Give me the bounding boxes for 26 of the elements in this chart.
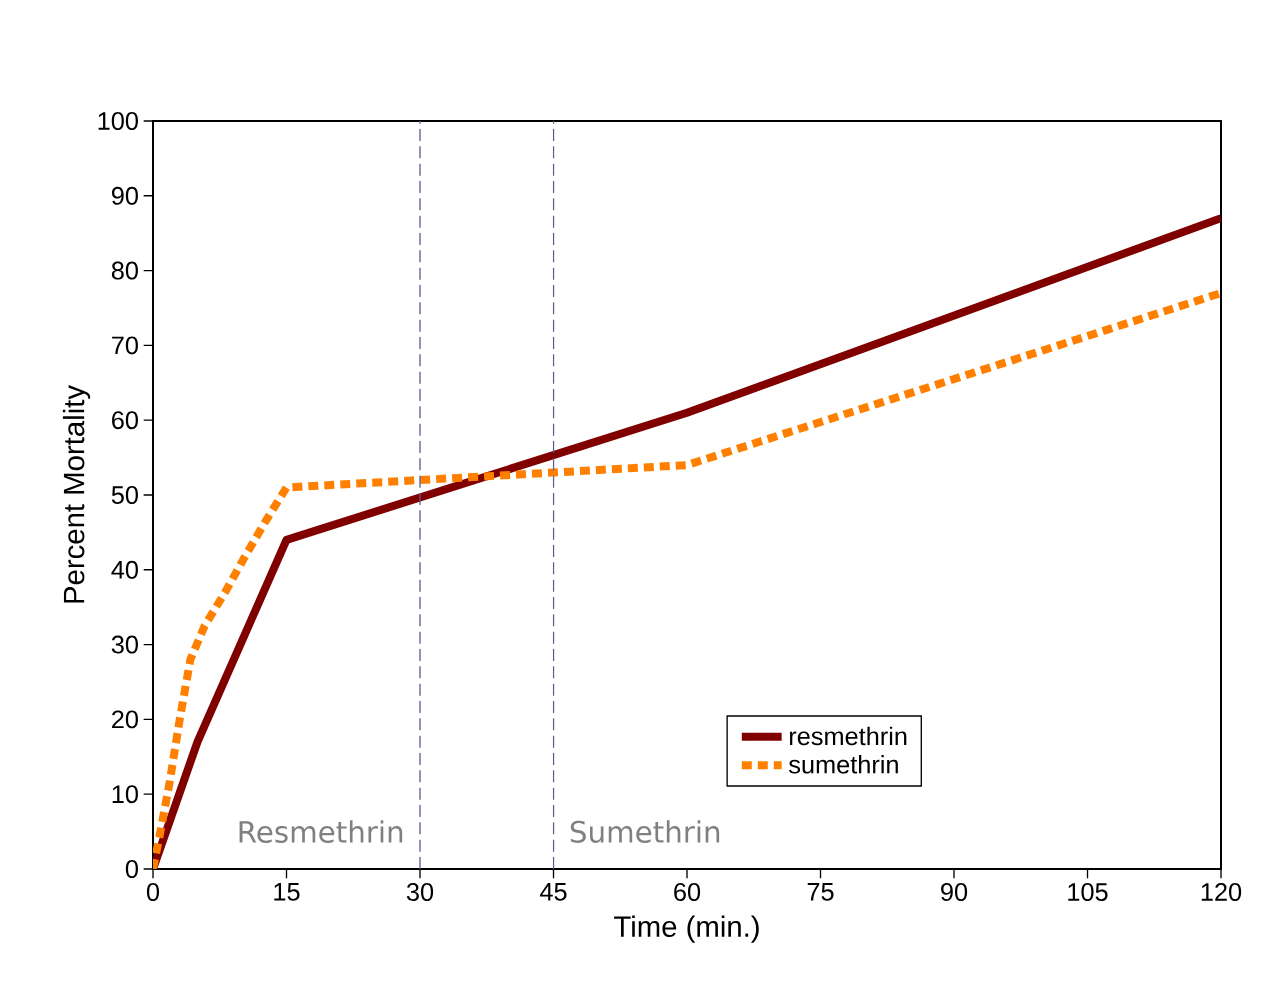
x-tick-label: 120	[1201, 883, 1242, 901]
legend-label: sumethrin	[789, 755, 898, 774]
x-tick-label: 90	[941, 883, 968, 901]
y-tick-label: 40	[111, 560, 138, 579]
legend-label: resmethrin	[789, 726, 907, 746]
y-tick-label: 0	[125, 860, 138, 878]
x-tick-label: 0	[146, 883, 160, 901]
x-tick-label: 105	[1068, 883, 1108, 901]
x-tick-label: 30	[406, 883, 434, 901]
y-tick-label: 60	[112, 411, 138, 430]
y-tick-label: 70	[112, 336, 138, 355]
y-tick-label: 80	[111, 261, 138, 280]
ref-line-label: Sumethrin	[570, 820, 720, 843]
x-tick-label: 75	[807, 883, 834, 901]
y-tick-label: 30	[111, 635, 138, 654]
x-tick-label: 45	[540, 883, 567, 901]
y-tick-label: 100	[98, 112, 138, 130]
x-tick-label: 15	[274, 883, 300, 901]
ref-line-label: Resmethrin	[239, 820, 403, 843]
y-tick-label: 90	[111, 186, 138, 205]
y-tick-label: 50	[111, 486, 138, 504]
y-tick-label: 10	[112, 785, 138, 804]
y-tick-label: 20	[112, 710, 138, 729]
x-tick-label: 60	[674, 883, 701, 901]
x-axis-title: Time (min.)	[614, 915, 759, 943]
y-axis-title: Percent Mortality	[62, 385, 91, 603]
